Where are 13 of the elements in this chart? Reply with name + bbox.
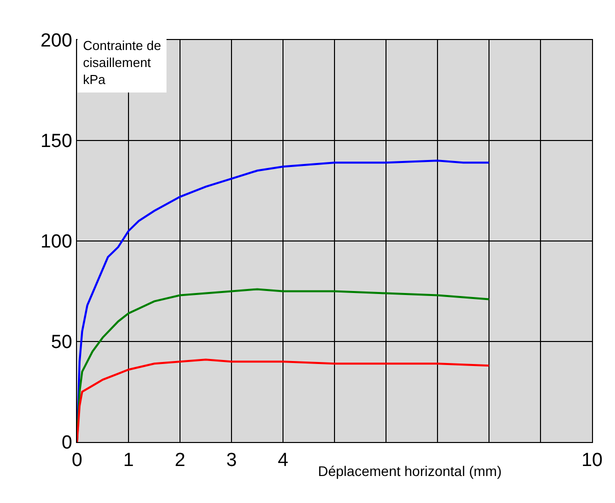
y-tick-label: 50	[51, 332, 72, 354]
y-tick-label: 100	[40, 232, 72, 253]
x-axis-title: Déplacement horizontal (mm)	[318, 463, 502, 479]
x-tick-label: 3	[226, 450, 237, 471]
x-tick-label: 2	[174, 450, 186, 471]
line-series	[77, 358, 490, 442]
y-tick-label: 150	[40, 131, 72, 152]
x-tick-label: 1	[123, 450, 134, 471]
y-axis-title: Contrainte de cisaillement kPa	[83, 38, 162, 87]
y-tick-label: 0	[62, 432, 72, 454]
x-tick-label: 4	[278, 450, 289, 471]
x-tick-label: 10	[581, 450, 603, 471]
y-tick-label: 200	[40, 30, 72, 52]
